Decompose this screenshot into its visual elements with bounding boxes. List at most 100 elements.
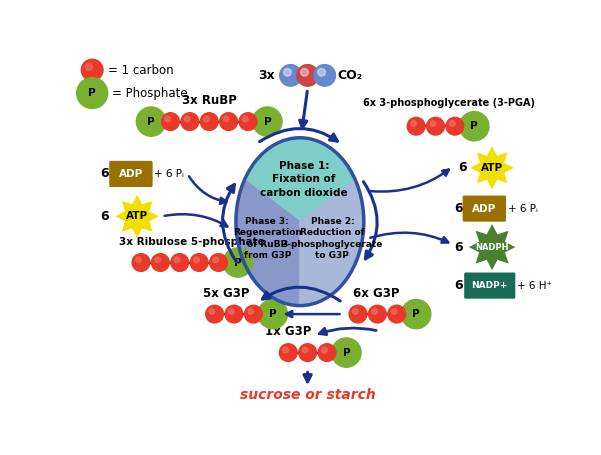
Text: P: P [263,116,271,126]
Circle shape [427,117,444,135]
Circle shape [401,299,431,329]
Circle shape [225,305,243,323]
Text: 6: 6 [454,279,463,292]
Text: Phase 1:
Fixation of
carbon dioxide: Phase 1: Fixation of carbon dioxide [260,161,347,197]
Circle shape [460,111,489,141]
Circle shape [258,299,287,329]
Circle shape [252,107,282,136]
Circle shape [174,257,180,263]
Circle shape [206,305,224,323]
Text: 6x 3-phosphoglycerate (3-PGA): 6x 3-phosphoglycerate (3-PGA) [364,98,535,108]
Text: P: P [147,116,155,126]
Text: Phase 2:
Reduction of
3-phosphoglycerate
to G3P: Phase 2: Reduction of 3-phosphoglycerate… [282,217,383,260]
Circle shape [248,308,254,314]
Text: P: P [412,309,420,319]
Circle shape [136,107,166,136]
Circle shape [228,308,234,314]
Text: 6x G3P: 6x G3P [353,287,399,300]
Text: CO₂: CO₂ [337,69,362,82]
Text: ATP: ATP [481,163,503,173]
Circle shape [297,65,319,86]
Text: P: P [234,258,242,268]
Text: 6: 6 [454,202,463,215]
Text: sucrose or starch: sucrose or starch [240,388,376,402]
Circle shape [318,68,326,76]
Circle shape [171,253,189,271]
Text: 3x RuBP: 3x RuBP [182,94,237,106]
Circle shape [368,305,386,323]
Circle shape [302,347,308,353]
Text: = 1 carbon: = 1 carbon [108,64,173,76]
Circle shape [299,344,317,361]
Circle shape [185,116,190,122]
Circle shape [372,308,377,314]
Text: P: P [471,121,478,131]
Text: + 6 Pᵢ: + 6 Pᵢ [508,203,537,213]
Circle shape [352,308,358,314]
Circle shape [410,121,416,126]
Circle shape [210,253,227,271]
Circle shape [135,257,141,263]
Text: ADP: ADP [472,203,496,213]
Text: 6: 6 [459,161,467,174]
Circle shape [407,117,425,135]
FancyBboxPatch shape [109,161,153,187]
Circle shape [349,305,367,323]
Circle shape [213,257,219,263]
Circle shape [318,344,336,361]
Text: NADPH: NADPH [475,243,509,252]
Circle shape [223,116,229,122]
Circle shape [209,308,215,314]
Polygon shape [236,180,300,306]
Text: + 6 H⁺: + 6 H⁺ [517,281,552,291]
Circle shape [388,305,406,323]
Text: NADP+: NADP+ [472,281,508,290]
Text: 3x Ribulose 5-phosphate: 3x Ribulose 5-phosphate [120,237,265,247]
Circle shape [245,305,262,323]
Circle shape [162,113,179,131]
Circle shape [223,248,252,277]
Circle shape [200,113,218,131]
Circle shape [190,253,208,271]
Text: 6: 6 [454,241,463,253]
Circle shape [194,257,200,263]
Circle shape [204,116,209,122]
Text: 6: 6 [100,167,109,181]
Text: P: P [343,348,350,358]
Circle shape [430,121,436,126]
Circle shape [85,63,93,70]
Circle shape [314,65,335,86]
Polygon shape [300,180,364,306]
Polygon shape [469,224,515,270]
Circle shape [155,257,160,263]
Circle shape [279,344,297,361]
Polygon shape [245,138,355,222]
Circle shape [391,308,397,314]
Text: 5x G3P: 5x G3P [203,287,249,300]
Polygon shape [115,195,159,238]
Circle shape [300,68,308,76]
Circle shape [332,338,361,367]
Circle shape [450,121,455,126]
Text: ADP: ADP [119,169,143,179]
Text: Phase 3:
Regeneration
of RuBP
from G3P: Phase 3: Regeneration of RuBP from G3P [233,217,302,260]
Circle shape [279,65,302,86]
Text: + 6 Pᵢ: + 6 Pᵢ [154,169,184,179]
Text: 1x G3P: 1x G3P [265,324,311,338]
Circle shape [181,113,199,131]
Text: = Phosphate: = Phosphate [112,86,188,100]
Circle shape [284,68,291,76]
Circle shape [322,347,327,353]
Text: 6: 6 [100,210,109,223]
Circle shape [77,78,108,108]
FancyBboxPatch shape [464,273,515,298]
Circle shape [282,347,288,353]
Circle shape [165,116,171,122]
Circle shape [446,117,464,135]
Text: P: P [88,88,96,98]
Circle shape [219,113,237,131]
Circle shape [151,253,169,271]
FancyBboxPatch shape [463,196,506,222]
Circle shape [81,59,103,81]
Text: 3x: 3x [258,69,275,82]
